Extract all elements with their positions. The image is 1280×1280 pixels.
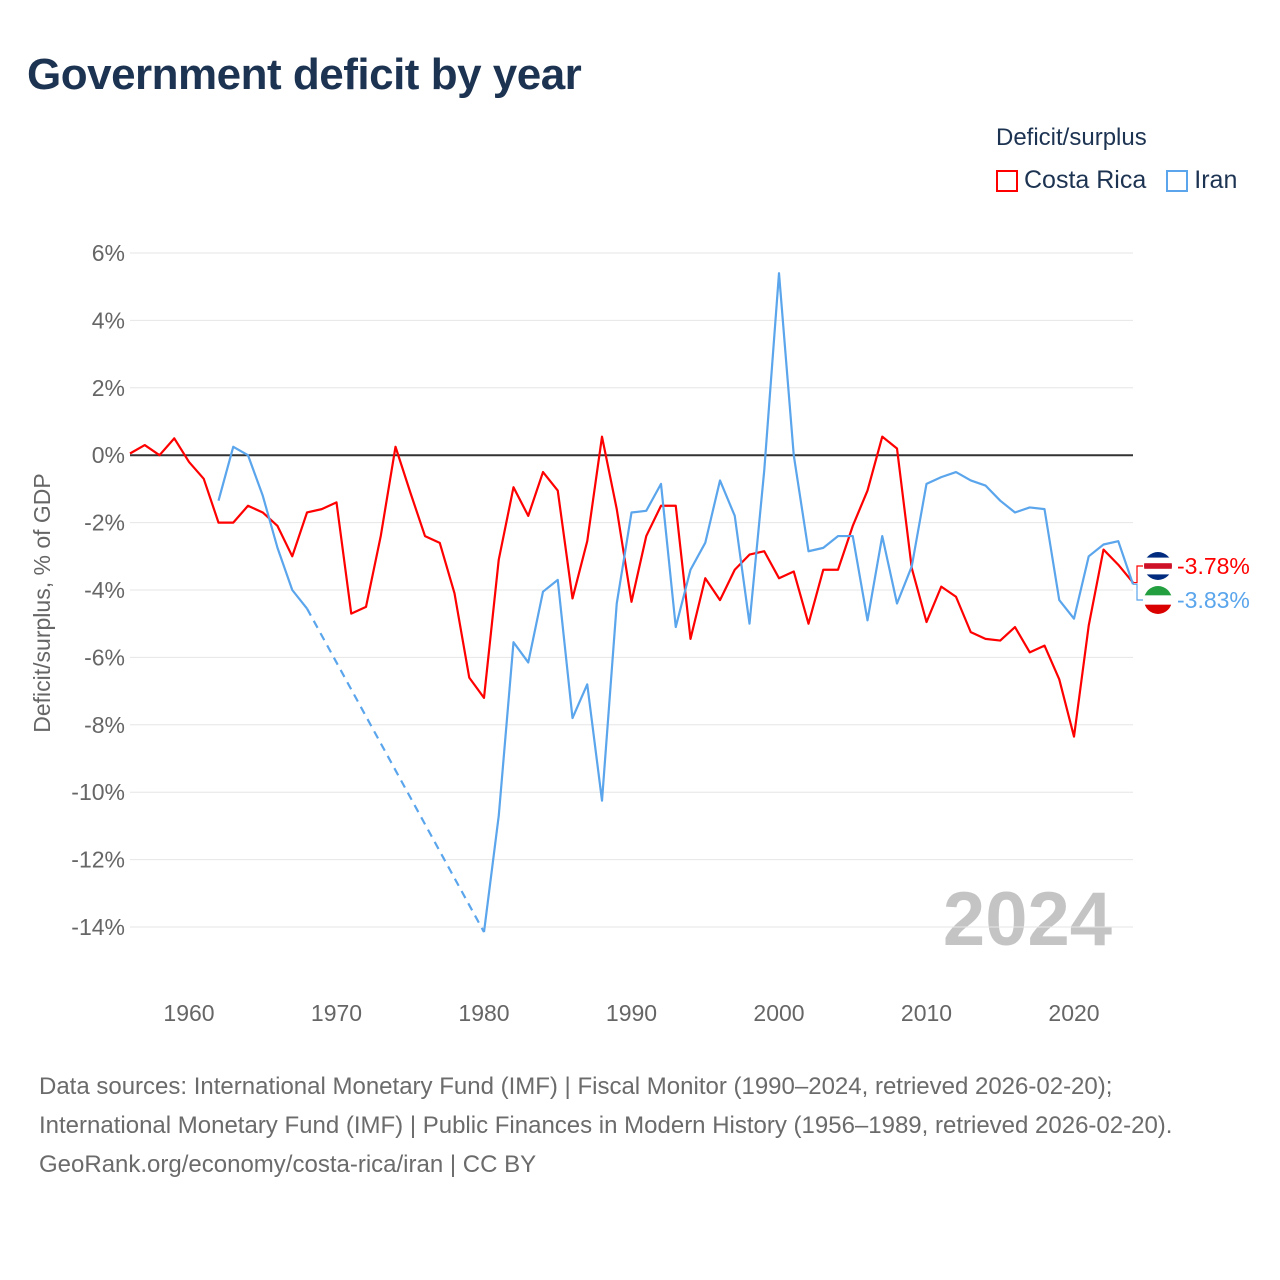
year-watermark: 2024 xyxy=(943,877,1112,962)
y-axis-label: Deficit/surplus, % of GDP xyxy=(29,473,55,732)
data-sources: Data sources: International Monetary Fun… xyxy=(39,1073,1173,1139)
legend-item-costa-rica[interactable]: Costa Rica xyxy=(996,166,1146,195)
series-line-costa-rica xyxy=(129,435,1134,738)
y-tick-label: -14% xyxy=(71,914,125,940)
y-tick-label: 2% xyxy=(92,375,125,401)
legend-swatch-costa-rica xyxy=(996,169,1018,192)
legend-label: Iran xyxy=(1194,166,1238,194)
credit-link[interactable]: GeoRank.org/economy/costa-rica/iran | CC… xyxy=(39,1151,537,1178)
y-tick-label: 4% xyxy=(92,307,125,333)
series-line-iran xyxy=(217,445,308,610)
y-tick-label: -8% xyxy=(84,712,125,738)
series-line-iran xyxy=(482,272,1135,933)
y-tick-label: -4% xyxy=(84,577,125,603)
label-connector-costa-rica xyxy=(1133,565,1143,584)
y-tick-label: 6% xyxy=(92,240,125,266)
x-tick-label: 1980 xyxy=(458,1000,509,1026)
flag-iran-icon xyxy=(1144,586,1172,614)
x-tick-label: 1960 xyxy=(163,1000,214,1026)
y-tick-label: -10% xyxy=(71,779,125,805)
flag-costa-rica-icon xyxy=(1144,552,1172,580)
legend-item-iran[interactable]: Iran xyxy=(1166,166,1237,195)
legend-title: Deficit/surplus xyxy=(996,124,1147,151)
legend: Costa Rica Iran xyxy=(996,166,1237,195)
end-label-iran: -3.83% xyxy=(1177,587,1250,613)
x-tick-label: 2000 xyxy=(753,1000,804,1026)
x-tick-label: 1970 xyxy=(311,1000,362,1026)
y-tick-label: 0% xyxy=(92,442,125,468)
legend-label: Costa Rica xyxy=(1024,166,1147,194)
x-tick-label: 2020 xyxy=(1048,1000,1099,1026)
footer: Data sources: International Monetary Fun… xyxy=(39,1067,1239,1184)
label-connector-iran xyxy=(1133,583,1143,601)
y-tick-label: -2% xyxy=(84,510,125,536)
y-tick-label: -12% xyxy=(71,847,125,873)
legend-swatch-iran xyxy=(1166,169,1189,192)
end-label-costa-rica: -3.78% xyxy=(1177,553,1250,579)
series-gap-iran xyxy=(306,608,485,933)
y-tick-label: -6% xyxy=(84,644,125,670)
page-title: Government deficit by year xyxy=(27,50,582,99)
x-tick-label: 2010 xyxy=(901,1000,952,1026)
x-tick-label: 1990 xyxy=(606,1000,657,1026)
